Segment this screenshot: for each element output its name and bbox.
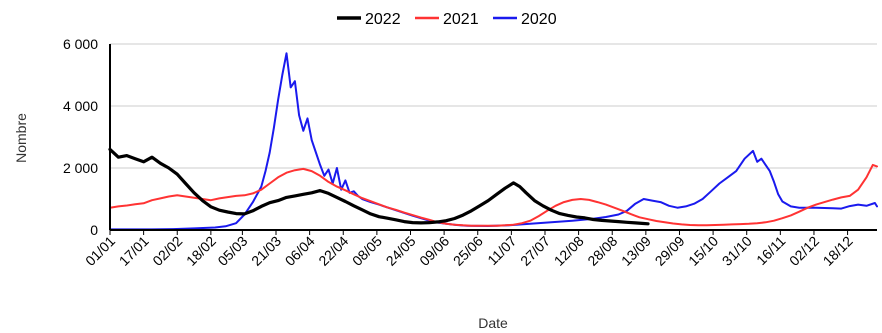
x-tick-label: 18/12 [820, 233, 856, 269]
x-tick-label: 02/12 [786, 233, 822, 269]
x-tick-label: 12/08 [551, 233, 587, 269]
series-line-2021 [109, 163, 878, 227]
y-axis-title: Nombre [13, 113, 29, 163]
x-axis-title: Date [478, 315, 508, 331]
x-tick-label: 29/09 [651, 233, 687, 269]
legend: 2022 2021 2020 [337, 11, 557, 28]
x-tick-label: 13/09 [618, 233, 654, 269]
y-tick-label: 2 000 [63, 160, 98, 176]
legend-label-2021: 2021 [443, 11, 479, 28]
x-tick-label: 18/02 [183, 233, 219, 269]
x-tick-labels: 01/0117/0102/0218/0205/0321/0306/0422/04… [82, 230, 856, 269]
x-tick-label: 06/04 [282, 233, 318, 269]
grid-lines [110, 43, 877, 169]
x-tick-label: 05/03 [214, 233, 250, 269]
y-tick-labels: 0 2 000 4 000 6 000 [63, 36, 98, 238]
x-tick-label: 02/02 [149, 233, 185, 269]
x-tick-label: 15/10 [685, 233, 721, 269]
x-tick-label: 01/01 [82, 233, 118, 269]
series-line-2020 [109, 52, 878, 231]
x-tick-label: 11/07 [484, 233, 520, 269]
series-layer [108, 52, 878, 231]
series-line-2022 [108, 147, 650, 226]
x-tick-label: 16/11 [753, 233, 789, 269]
x-tick-label: 17/01 [116, 233, 152, 269]
x-tick-label: 08/05 [349, 233, 385, 269]
x-tick-label: 31/10 [719, 233, 755, 269]
x-tick-label: 25/06 [450, 233, 486, 269]
x-tick-label: 28/08 [584, 233, 620, 269]
axes [109, 44, 877, 231]
x-tick-label: 24/05 [383, 233, 419, 269]
x-tick-label: 27/07 [517, 233, 553, 269]
legend-label-2020: 2020 [521, 11, 557, 28]
y-tick-label: 4 000 [63, 98, 98, 114]
x-tick-label: 22/04 [315, 233, 351, 269]
x-tick-label: 21/03 [248, 233, 284, 269]
y-tick-label: 6 000 [63, 36, 98, 52]
legend-label-2022: 2022 [365, 11, 401, 28]
x-tick-label: 09/06 [416, 233, 452, 269]
y-tick-label: 0 [90, 222, 98, 238]
